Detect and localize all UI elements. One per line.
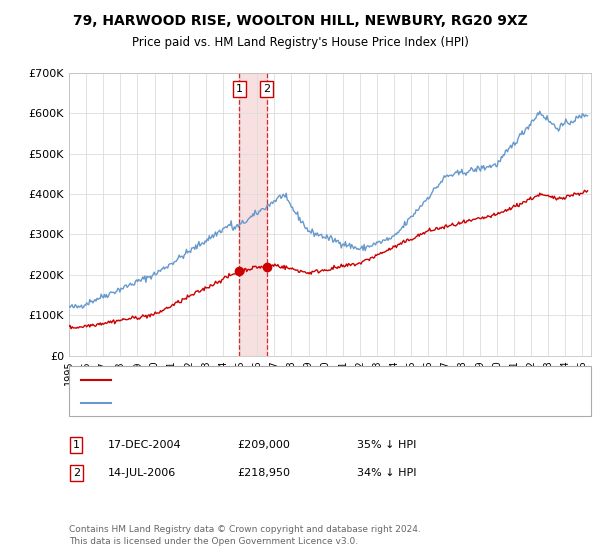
Text: 1: 1 [236, 84, 243, 94]
Text: 79, HARWOOD RISE, WOOLTON HILL, NEWBURY, RG20 9XZ (detached house): 79, HARWOOD RISE, WOOLTON HILL, NEWBURY,… [117, 375, 518, 385]
Text: 1: 1 [73, 440, 80, 450]
Text: 2: 2 [73, 468, 80, 478]
Text: HPI: Average price, detached house, Basingstoke and Deane: HPI: Average price, detached house, Basi… [117, 398, 433, 408]
Text: 2: 2 [263, 84, 270, 94]
Text: Contains HM Land Registry data © Crown copyright and database right 2024.
This d: Contains HM Land Registry data © Crown c… [69, 525, 421, 546]
Text: £218,950: £218,950 [237, 468, 290, 478]
Bar [239, 73, 266, 356]
Text: 14-JUL-2006: 14-JUL-2006 [108, 468, 176, 478]
Text: Price paid vs. HM Land Registry's House Price Index (HPI): Price paid vs. HM Land Registry's House … [131, 36, 469, 49]
Text: 35% ↓ HPI: 35% ↓ HPI [357, 440, 416, 450]
Text: 79, HARWOOD RISE, WOOLTON HILL, NEWBURY, RG20 9XZ: 79, HARWOOD RISE, WOOLTON HILL, NEWBURY,… [73, 14, 527, 28]
Text: £209,000: £209,000 [237, 440, 290, 450]
Text: 34% ↓ HPI: 34% ↓ HPI [357, 468, 416, 478]
Text: 17-DEC-2004: 17-DEC-2004 [108, 440, 182, 450]
